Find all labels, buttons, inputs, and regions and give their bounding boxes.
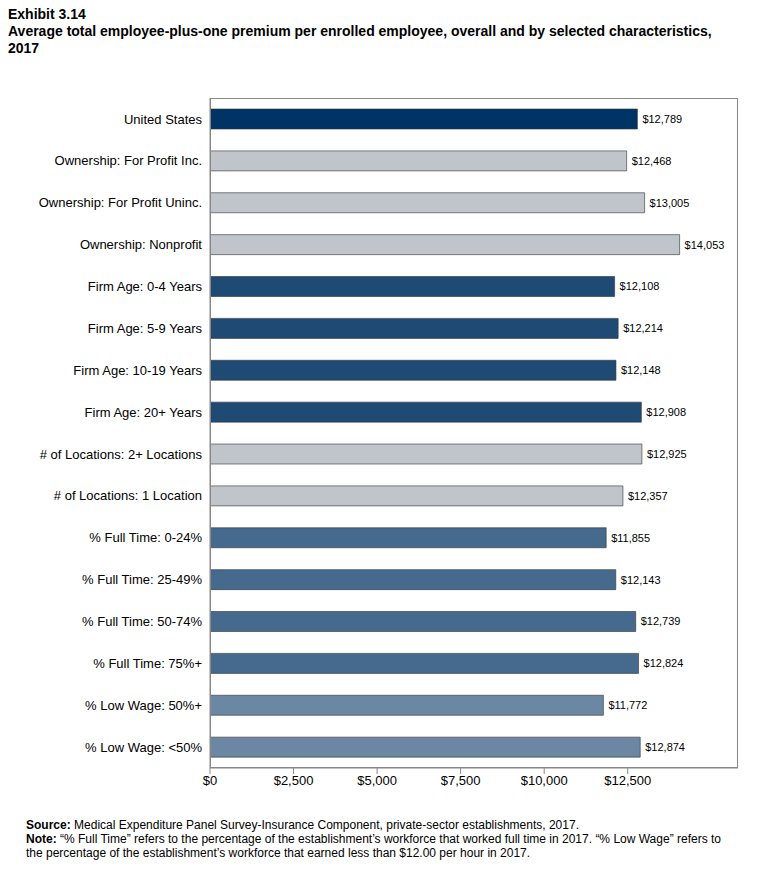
svg-text:% Full Time: 25-49%: % Full Time: 25-49% (82, 572, 202, 587)
svg-text:% Low Wage: <50%: % Low Wage: <50% (85, 740, 202, 755)
svg-text:% Low Wage: 50%+: % Low Wage: 50%+ (85, 698, 202, 713)
svg-text:Firm Age: 5-9 Years: Firm Age: 5-9 Years (88, 321, 203, 336)
svg-text:$12,500: $12,500 (604, 773, 651, 788)
svg-text:$2,500: $2,500 (274, 773, 314, 788)
svg-text:$10,000: $10,000 (521, 773, 568, 788)
svg-text:# of Locations: 1 Location: # of Locations: 1 Location (54, 488, 202, 503)
svg-text:$12,789: $12,789 (642, 113, 682, 125)
svg-text:$12,908: $12,908 (646, 406, 686, 418)
svg-text:$12,874: $12,874 (645, 741, 685, 753)
svg-text:% Full Time: 0-24%: % Full Time: 0-24% (89, 530, 202, 545)
svg-text:$14,053: $14,053 (685, 239, 725, 251)
svg-text:$12,108: $12,108 (620, 280, 660, 292)
svg-text:# of Locations: 2+ Locations: # of Locations: 2+ Locations (40, 447, 203, 462)
html-text:Average total employee-plus-on: Average total employee-plus-one premium … (8, 23, 712, 56)
svg-text:$7,500: $7,500 (441, 773, 481, 788)
svg-text:$12,214: $12,214 (623, 322, 663, 334)
html-text:Source: Medical Expenditure Pa: Source: Medical Expenditure Panel Survey… (26, 818, 579, 832)
svg-text:$12,925: $12,925 (647, 448, 687, 460)
svg-text:United States: United States (124, 112, 203, 127)
svg-text:$12,824: $12,824 (644, 657, 684, 669)
svg-text:% Full Time: 50-74%: % Full Time: 50-74% (82, 614, 202, 629)
svg-text:$12,143: $12,143 (621, 574, 661, 586)
svg-text:$12,148: $12,148 (621, 364, 661, 376)
svg-text:$11,855: $11,855 (611, 532, 650, 544)
svg-text:Firm Age: 0-4 Years: Firm Age: 0-4 Years (88, 279, 203, 294)
svg-text:Firm Age: 20+ Years: Firm Age: 20+ Years (85, 405, 203, 420)
svg-text:$13,005: $13,005 (650, 197, 690, 209)
svg-text:$5,000: $5,000 (357, 773, 397, 788)
svg-text:$12,739: $12,739 (641, 615, 681, 627)
svg-text:Ownership: Nonprofit: Ownership: Nonprofit (80, 237, 202, 252)
svg-text:$12,357: $12,357 (628, 490, 668, 502)
svg-text:$11,772: $11,772 (608, 699, 647, 711)
svg-text:$0: $0 (203, 773, 217, 788)
html-text:Note: “% Full Time” refers to: Note: “% Full Time” refers to the percen… (26, 832, 721, 860)
html-text:Exhibit 3.14: Exhibit 3.14 (8, 6, 86, 22)
svg-text:% Full Time: 75%+: % Full Time: 75%+ (93, 656, 202, 671)
svg-text:Firm Age: 10-19 Years: Firm Age: 10-19 Years (73, 363, 202, 378)
svg-text:$12,468: $12,468 (632, 155, 672, 167)
svg-text:Ownership: For Profit Uninc.: Ownership: For Profit Uninc. (39, 195, 202, 210)
svg-text:Ownership: For Profit Inc.: Ownership: For Profit Inc. (55, 153, 202, 168)
